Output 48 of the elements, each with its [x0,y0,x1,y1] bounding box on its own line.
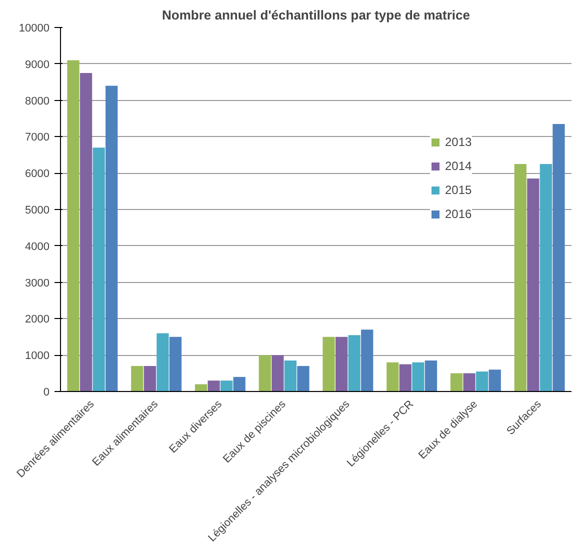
y-tick-label: 8000 [25,95,50,108]
bar [424,360,438,392]
bar [399,364,412,392]
bar [106,86,118,392]
bar [233,376,246,392]
bar [412,362,424,392]
bar [131,366,144,392]
bar [527,178,540,392]
bar [322,336,335,392]
bar [540,164,552,392]
y-tick-label: 3000 [25,277,50,290]
bar [272,355,284,392]
legend-label: 2016 [445,207,472,221]
bar [361,330,374,392]
y-tick-label: 9000 [25,58,50,71]
bar [335,336,348,392]
bar [92,148,105,392]
bar [156,333,169,392]
legend-label: 2014 [445,159,472,173]
bar [476,371,488,392]
bar [514,164,526,392]
y-tick-label: 6000 [25,168,50,180]
legend-label: 2013 [445,135,472,149]
bar [144,366,156,392]
bar [258,355,271,392]
bar [450,373,463,392]
bar [348,335,360,392]
y-tick-label: 7000 [25,132,50,144]
bar [169,336,182,392]
y-tick-label: 5000 [25,204,50,216]
y-tick-label: 4000 [25,240,50,253]
bar [80,73,92,392]
bar [552,124,565,392]
y-tick-label: 0 [43,386,50,398]
bar [284,360,297,392]
bar [297,366,310,392]
y-tick-label: 10000 [18,22,50,34]
bar [220,380,233,392]
bar [194,384,208,392]
bar [67,60,80,392]
bar [463,373,476,392]
legend-label: 2015 [445,183,472,197]
bar [386,362,399,392]
y-tick-label: 2000 [25,314,50,326]
bar [488,370,501,392]
y-tick-label: 1000 [25,350,50,362]
bar [208,380,220,392]
chart-title: Nombre annuel d'échantillons par type de matrice [162,8,470,22]
